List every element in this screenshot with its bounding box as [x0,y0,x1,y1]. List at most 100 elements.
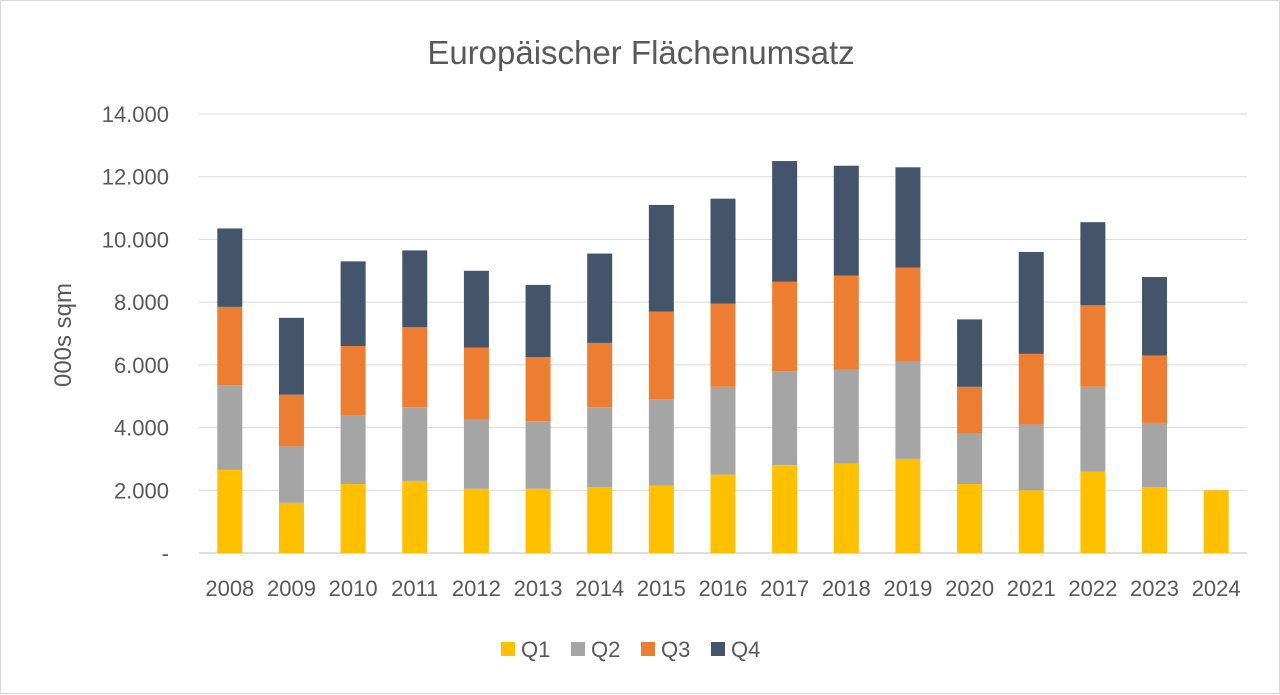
bar-segment-q4-2019 [895,167,921,268]
x-tick-label: 2009 [267,576,316,601]
bar-segment-q2-2018 [833,369,859,464]
legend-swatch-q2 [571,642,585,656]
bar-segment-q4-2015 [648,204,674,312]
bar-segment-q2-2013 [525,421,551,489]
legend-label-q2: Q2 [591,637,620,662]
bar-segment-q1-2008 [217,469,243,553]
y-tick-label: 14.000 [102,102,169,127]
bar-segment-q1-2015 [648,485,674,553]
y-tick-label: 2.000 [114,478,169,503]
bar-segment-q4-2010 [340,261,366,347]
bar-segment-q4-2016 [710,198,736,304]
bar-segment-q4-2011 [402,250,428,328]
bar-segment-q3-2016 [710,303,736,387]
bar-segment-q3-2009 [278,394,304,447]
y-tick-label: 8.000 [114,290,169,315]
bar-segment-q4-2014 [587,253,613,343]
bar-segment-q2-2008 [217,385,243,470]
x-tick-label: 2021 [1007,576,1056,601]
bar-segment-q2-2011 [402,407,428,481]
x-tick-label: 2010 [329,576,378,601]
legend-label-q3: Q3 [661,637,690,662]
bar-segment-q1-2014 [587,487,613,553]
x-tick-label: 2012 [452,576,501,601]
y-tick-label: 12.000 [102,165,169,190]
bar-segment-q3-2022 [1080,305,1106,387]
y-tick-label: 10.000 [102,227,169,252]
bar-segment-q3-2008 [217,306,243,386]
chart-title: Europäischer Flächenumsatz [427,34,854,71]
y-tick-label: 4.000 [114,416,169,441]
bar-segment-q4-2012 [463,270,489,348]
bar-segment-q4-2008 [217,228,243,307]
x-tick-label: 2016 [699,576,748,601]
bar-segment-q3-2023 [1142,355,1168,423]
bar-segment-q3-2015 [648,311,674,400]
legend-swatch-q4 [711,642,725,656]
bar-segment-q1-2019 [895,458,921,553]
bar-segment-q2-2019 [895,361,921,459]
x-tick-label: 2020 [945,576,994,601]
legend-label-q4: Q4 [731,637,760,662]
bar-segment-q2-2010 [340,415,366,485]
bar-segment-q1-2024 [1203,490,1229,553]
bar-segment-q2-2023 [1142,422,1168,488]
y-axis-title: 000s sqm [50,283,77,387]
bar-segment-q2-2020 [957,433,983,485]
bar-segment-q4-2020 [957,319,983,387]
x-tick-label: 2008 [205,576,254,601]
bar-segment-q2-2017 [772,371,798,466]
bar-segment-q1-2018 [833,463,859,553]
bar-segment-q2-2022 [1080,386,1106,472]
bar-segment-q2-2012 [463,419,489,489]
bar-segment-q1-2011 [402,480,428,553]
x-tick-label: 2013 [514,576,563,601]
bar-segment-q3-2010 [340,346,366,416]
bar-segment-q4-2017 [772,161,798,282]
bar-segment-q1-2009 [278,502,304,553]
y-tick-label: 6.000 [114,353,169,378]
x-tick-label: 2022 [1068,576,1117,601]
bar-segment-q1-2023 [1142,487,1168,553]
bar-segment-q3-2011 [402,327,428,408]
legend: Q1 Q2 Q3 Q4 [501,637,760,662]
bar-segment-q3-2017 [772,281,798,372]
bar-segment-q1-2010 [340,484,366,553]
bars [217,161,1229,553]
bar-segment-q3-2014 [587,342,613,408]
bar-segment-q3-2021 [1018,353,1044,425]
bar-segment-q3-2018 [833,275,859,370]
x-axis-ticks: 2008 2009 2010 2011 2012 2013 2014 2015 2016 2017… [205,576,1240,601]
bar-segment-q1-2020 [957,484,983,553]
x-tick-label: 2017 [760,576,809,601]
x-tick-label: 2019 [883,576,932,601]
bar-segment-q1-2012 [463,488,489,553]
bar-segment-q4-2022 [1080,222,1106,306]
bar-segment-q3-2019 [895,267,921,362]
bar-segment-q3-2013 [525,357,551,422]
legend-swatch-q1 [501,642,515,656]
x-tick-label: 2018 [822,576,871,601]
bar-segment-q4-2023 [1142,277,1168,356]
x-tick-label: 2023 [1130,576,1179,601]
bar-segment-q1-2017 [772,465,798,553]
y-tick-label: - [162,541,169,566]
legend-swatch-q3 [641,642,655,656]
bar-segment-q4-2013 [525,284,551,358]
bar-segment-q3-2012 [463,347,489,420]
bar-segment-q2-2014 [587,407,613,488]
bar-segment-q2-2021 [1018,424,1044,491]
y-axis-ticks: - 2.000 4.000 6.000 8.000 10.000 12.000 14.000 [102,102,169,566]
x-tick-label: 2011 [391,576,438,601]
bar-segment-q3-2020 [957,386,983,434]
bar-segment-q4-2018 [833,165,859,276]
bar-segment-q1-2013 [525,488,551,553]
x-tick-label: 2015 [637,576,686,601]
bar-segment-q1-2021 [1018,490,1044,553]
bar-segment-q4-2021 [1018,251,1044,354]
bar-segment-q2-2009 [278,446,304,503]
x-tick-label: 2024 [1192,576,1241,601]
bar-segment-q2-2015 [648,399,674,486]
